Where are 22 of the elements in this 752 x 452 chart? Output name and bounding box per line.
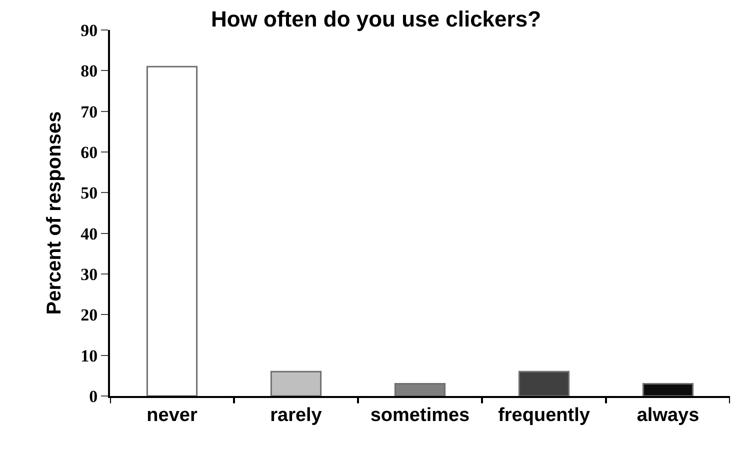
y-tick-label: 60: [80, 142, 98, 162]
y-axis-title: Percent of responses: [44, 111, 66, 315]
y-tick-label: 70: [80, 102, 98, 122]
bar: [518, 370, 570, 396]
y-tick-label: 50: [80, 184, 98, 203]
bar: [394, 383, 446, 396]
x-tick-label: never: [146, 404, 198, 426]
x-tick-label: frequently: [498, 404, 590, 426]
x-tick-label: sometimes: [370, 404, 470, 426]
y-tick-label: 10: [80, 346, 98, 366]
bar: [270, 370, 322, 396]
bar: [146, 66, 198, 396]
y-tick-label: 20: [80, 306, 98, 325]
x-tick-label: always: [636, 404, 700, 426]
chart-title: How often do you use clickers?: [210, 6, 542, 32]
y-tick-label: 40: [80, 224, 98, 244]
y-tick-label: 90: [80, 20, 98, 40]
y-tick-label: 80: [80, 62, 98, 81]
bar: [642, 383, 694, 396]
y-tick-label: 0: [89, 386, 98, 406]
y-tick-label: 30: [80, 264, 98, 284]
x-tick-label: rarely: [270, 404, 322, 426]
